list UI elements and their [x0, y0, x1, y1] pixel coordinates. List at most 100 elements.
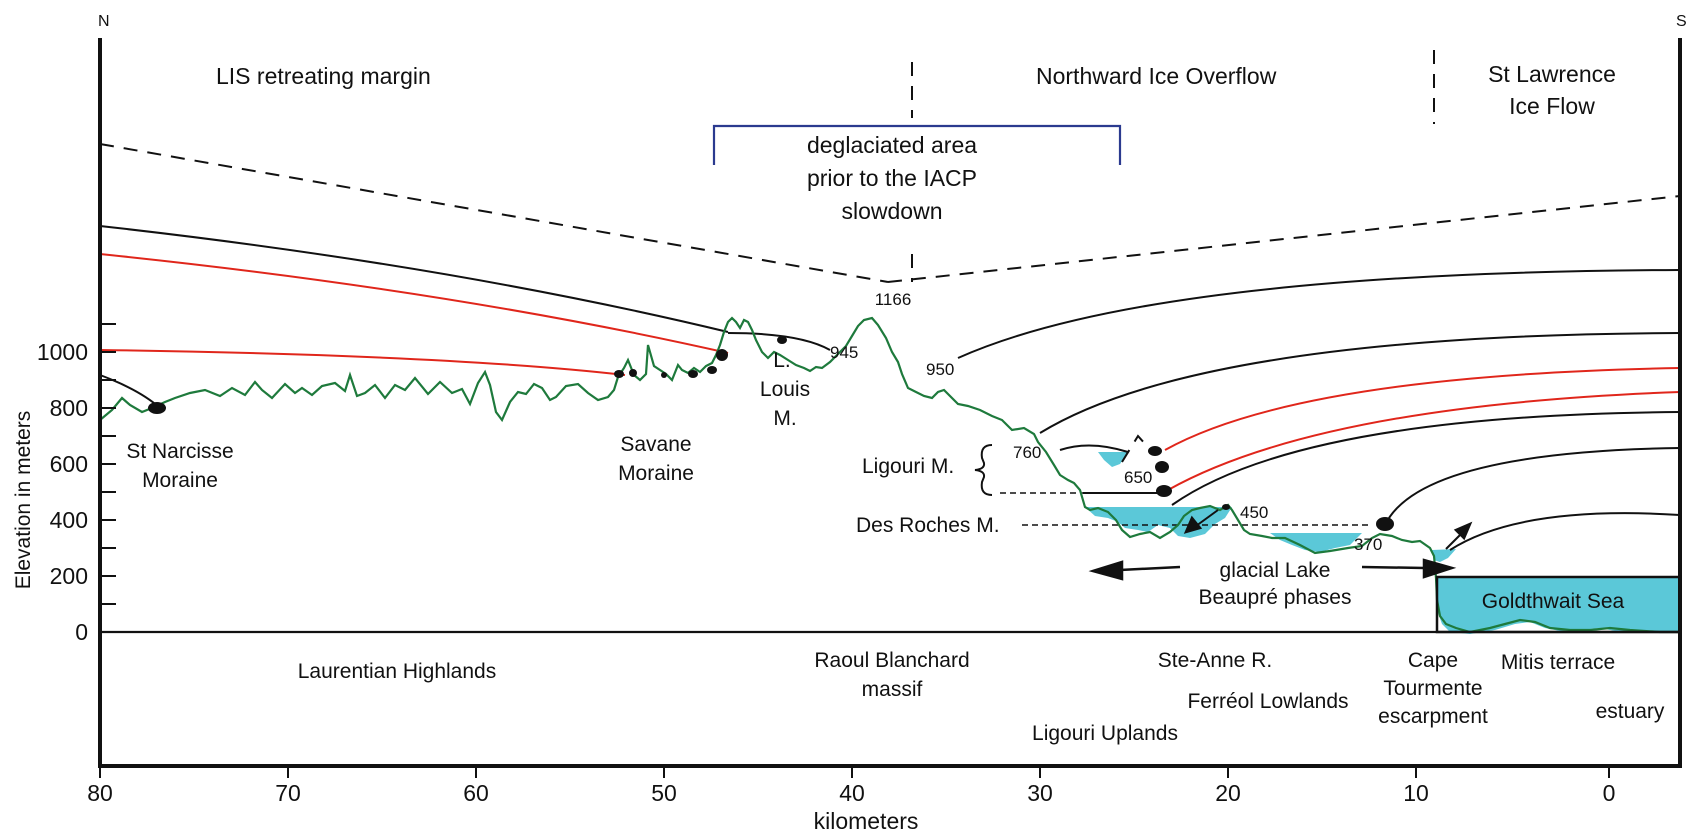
- x-tick-labels: 80 70 60 50 40 30 20 10 0: [87, 780, 1615, 806]
- ice-line-s-1: [957, 269, 1681, 359]
- elev-370: 370: [1354, 535, 1382, 554]
- moraine-ligouri-blob-1: [1148, 446, 1162, 456]
- lake-arrow-left-head: [1088, 560, 1124, 581]
- water-bodies: [1085, 452, 1680, 634]
- deglaciated-line-1: deglaciated area: [807, 132, 977, 158]
- y-axis-ticks: [100, 323, 116, 633]
- cape-tourmente-1: Cape: [1408, 649, 1458, 672]
- moraine-savane-blob-6: [716, 349, 728, 361]
- north-label: N: [98, 13, 110, 30]
- x-tick-label-70: 70: [275, 780, 301, 806]
- estuary: estuary: [1596, 700, 1665, 723]
- drain-arrow-escarpment-head: [1453, 521, 1473, 541]
- louis-line-3: M.: [773, 407, 796, 430]
- elev-945: 945: [830, 343, 858, 362]
- y-tick-label-800: 800: [50, 395, 88, 421]
- ice-divide-dashes: [99, 50, 1681, 463]
- lake-label-2: Beaupré phases: [1199, 586, 1352, 609]
- ste-anne-river: Ste-Anne R.: [1158, 649, 1272, 672]
- drain-arrow-desroches: [1195, 509, 1219, 527]
- ice-surface-lines-black: [99, 225, 1681, 551]
- moraine-370-blob: [1376, 517, 1394, 531]
- elev-450: 450: [1240, 503, 1268, 522]
- goldthwait-sea-label: Goldthwait Sea: [1482, 590, 1625, 613]
- x-tick-label-80: 80: [87, 780, 113, 806]
- ligouri-uplands: Ligouri Uplands: [1032, 722, 1178, 745]
- elev-950: 950: [926, 360, 954, 379]
- moraine-savane-blob-3: [661, 372, 667, 378]
- moraine-desroches-blob: [1222, 504, 1230, 510]
- lake-arrow-left-shaft: [1119, 565, 1181, 572]
- zone-northward-overflow: Northward Ice Overflow: [1036, 63, 1277, 89]
- lake-phase-370-water: [1270, 533, 1362, 552]
- goldthwait-sea-water: [1437, 577, 1680, 634]
- moraine-louis-blob: [777, 336, 787, 344]
- lake-escarpment-water: [1432, 549, 1456, 562]
- x-tick-label-0: 0: [1603, 780, 1616, 806]
- divide-line-south: [887, 195, 1681, 283]
- ice-line-s-3: [1171, 411, 1681, 506]
- goldthwait-sea-box: [1435, 575, 1682, 634]
- red-line-lis-upper: [99, 253, 729, 354]
- moraine-ligouri-blob-3: [1156, 485, 1172, 497]
- moraine-labels: St Narcisse Moraine Savane Moraine L. Lo…: [126, 349, 999, 537]
- y-tick-label-0: 0: [75, 619, 88, 645]
- ligouri-moraine-label: Ligouri M.: [862, 455, 954, 478]
- x-tick-label-10: 10: [1403, 780, 1429, 806]
- zone-lis-margin: LIS retreating margin: [216, 63, 431, 89]
- desroches-moraine-label: Des Roches M.: [856, 514, 1000, 537]
- red-line-s-2: [1167, 391, 1681, 491]
- drain-arrow-desroches-head: [1183, 515, 1203, 534]
- x-tick-label-60: 60: [463, 780, 489, 806]
- zone-st-lawrence-2: Ice Flow: [1509, 93, 1595, 119]
- raoul-blanchard-2: massif: [862, 678, 923, 701]
- cape-tourmente-3: escarpment: [1378, 705, 1488, 728]
- ice-line-s-5: [1449, 512, 1681, 551]
- moraine-savane-blob-5: [707, 366, 717, 374]
- savane-line-1: Savane: [620, 433, 691, 456]
- cape-tourmente-2: Tourmente: [1383, 677, 1482, 700]
- x-tick-label-40: 40: [839, 780, 865, 806]
- ferreol-lowlands: Ferréol Lowlands: [1187, 690, 1348, 713]
- lake-arrow-right-head: [1422, 558, 1457, 579]
- ligouri-brace: [974, 444, 993, 496]
- deglaciated-line-2: prior to the IACP: [807, 165, 977, 191]
- south-label: S: [1676, 13, 1687, 30]
- laurentian-highlands: Laurentian Highlands: [298, 660, 496, 683]
- ice-dome-650: [1121, 434, 1156, 463]
- moraine-savane-blob-4: [688, 370, 698, 378]
- louis-line-1: L.: [773, 349, 791, 372]
- lake-label-1: glacial Lake: [1220, 559, 1331, 582]
- ice-line-s-2: [1039, 332, 1681, 434]
- x-axis-title: kilometers: [814, 808, 919, 834]
- y-axis-title: Elevation in meters: [12, 411, 35, 590]
- st-narcisse-line-1: St Narcisse: [126, 440, 233, 463]
- raoul-blanchard-1: Raoul Blanchard: [814, 649, 969, 672]
- y-tick-label-1000: 1000: [37, 339, 88, 365]
- savane-line-2: Moraine: [618, 462, 694, 485]
- elev-1166: 1166: [875, 290, 912, 309]
- flow-arrows: [1088, 509, 1473, 581]
- x-tick-label-20: 20: [1215, 780, 1241, 806]
- louis-line-2: Louis: [760, 378, 810, 401]
- deglaciated-line-3: slowdown: [842, 198, 943, 224]
- feature-labels: Laurentian Highlands Raoul Blanchard mas…: [298, 649, 1665, 745]
- drain-arrow-escarpment: [1445, 532, 1463, 550]
- moraine-savane-blob-2: [629, 369, 637, 377]
- ice-line-s-4: [1384, 447, 1681, 526]
- y-tick-labels: 1000 800 600 400 200 0: [37, 339, 88, 645]
- y-tick-label-400: 400: [50, 507, 88, 533]
- moraine-savane-blob-1: [614, 370, 624, 378]
- terrain-profile: [99, 316, 1680, 634]
- elev-760: 760: [1013, 443, 1041, 462]
- lake-phase-650-water: [1098, 452, 1128, 467]
- ice-surface-lines-red: [99, 253, 1681, 491]
- x-tick-label-30: 30: [1027, 780, 1053, 806]
- moraine-ligouri-blob-2: [1155, 461, 1169, 473]
- x-axis-ticks: [99, 766, 1610, 778]
- deglaciated-bracket: [712, 124, 1122, 165]
- lake-arrow-right-shaft: [1361, 565, 1426, 570]
- ice-line-760-loop: [1059, 444, 1129, 453]
- y-tick-label-600: 600: [50, 451, 88, 477]
